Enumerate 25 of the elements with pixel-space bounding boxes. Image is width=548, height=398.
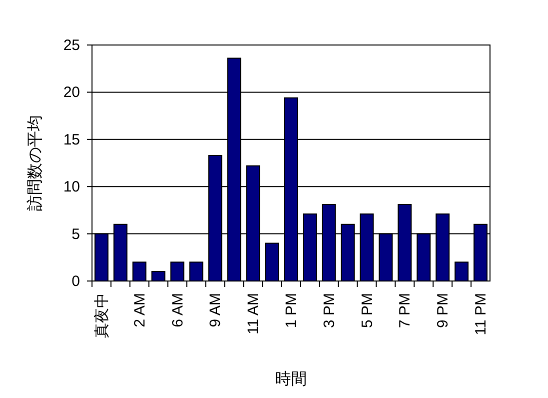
y-tick-label: 15 [63, 131, 80, 148]
x-tick-label: 5 PM [358, 293, 376, 328]
bar [189, 262, 204, 282]
y-tick-label: 5 [72, 226, 80, 243]
y-tick-label: 20 [63, 84, 80, 102]
x-tick-label: 9 AM [207, 293, 224, 328]
bar [454, 262, 469, 282]
x-tick-label: 1 PM [283, 293, 300, 328]
x-tick-label: 6 AM [169, 293, 186, 328]
y-tick-label: 0 [72, 273, 80, 290]
bar [265, 242, 280, 282]
bar [170, 262, 184, 282]
bar [151, 271, 166, 282]
x-tick-label: 7 PM [396, 293, 414, 328]
x-tick-label: 真夜中 [93, 293, 110, 338]
x-tick-label: 9 PM [434, 293, 452, 328]
y-axis-title: 訪問数の平均 [26, 115, 44, 211]
x-tick-label: 2 AM [131, 293, 148, 328]
x-tick-label: 11 PM [472, 293, 490, 336]
x-axis-title: 時間 [275, 370, 307, 388]
x-tick-label: 3 PM [320, 293, 338, 328]
x-tick-label: 11 AM [245, 293, 262, 334]
bar [132, 262, 146, 282]
y-tick-label: 25 [63, 37, 80, 54]
y-tick-label: 10 [63, 178, 80, 196]
